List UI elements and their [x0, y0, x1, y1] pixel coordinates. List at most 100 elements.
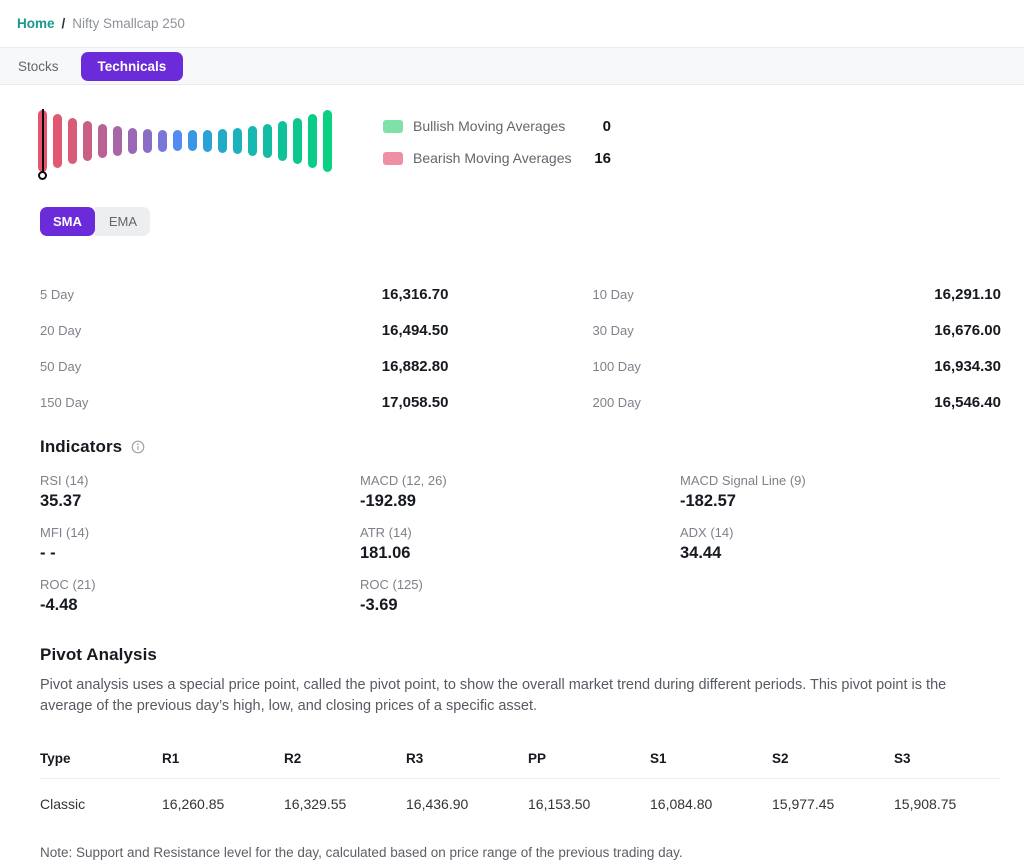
ma-label: 30 Day [592, 322, 634, 338]
ma-label: 10 Day [592, 286, 634, 302]
indicator-label: MACD Signal Line (9) [680, 473, 806, 488]
gauge-bar [98, 123, 107, 159]
indicators-header: Indicators [40, 437, 1001, 457]
gauge-bar [188, 130, 197, 152]
gauge-bar [263, 123, 272, 159]
indicators-title: Indicators [40, 437, 123, 456]
ma-value: 16,934.30 [934, 357, 1001, 375]
indicator-roc-21: ROC (21) -4.48 [40, 577, 360, 615]
breadcrumb-home-link[interactable]: Home [17, 16, 55, 31]
indicator-label: MFI (14) [40, 525, 90, 540]
pivot-cell-r2: 16,329.55 [284, 796, 347, 813]
gauge-bar [233, 127, 242, 155]
ma-label: 50 Day [40, 358, 82, 374]
pivot-col-r2: R2 [284, 751, 302, 767]
pivot-cell-s2: 15,977.45 [772, 796, 835, 813]
main-content: Bullish Moving Averages 0 Bearish Moving… [0, 103, 1024, 860]
breadcrumb: Home / Nifty Smallcap 250 [0, 0, 1024, 48]
ma-value: 17,058.50 [381, 393, 449, 411]
indicators-grid: RSI (14) 35.37 MACD (12, 26) -192.89 MAC… [40, 473, 1001, 615]
indicator-value: -3.69 [360, 596, 398, 614]
indicator-value: 35.37 [40, 492, 82, 510]
legend-row-bullish: Bullish Moving Averages 0 [383, 117, 611, 135]
gauge-bar [323, 110, 332, 172]
moving-average-gauge-section: Bullish Moving Averages 0 Bearish Moving… [38, 103, 1001, 185]
bullish-label: Bullish Moving Averages [413, 118, 566, 134]
gauge-bar [293, 117, 302, 165]
ma-row-50-day: 50 Day 16,882.80 [40, 348, 449, 384]
pivot-table-header: Type R1 R2 R3 PP S1 S2 S3 [40, 751, 1001, 780]
gauge-bar [113, 125, 122, 157]
indicator-adx: ADX (14) 34.44 [680, 525, 1000, 563]
gauge-bar [68, 117, 77, 165]
indicator-macd-signal: MACD Signal Line (9) -182.57 [680, 473, 1000, 511]
pivot-cell-s3: 15,908.75 [894, 796, 957, 813]
info-icon[interactable] [131, 440, 145, 454]
indicator-rsi: RSI (14) 35.37 [40, 473, 360, 511]
ma-row-200-day: 200 Day 16,546.40 [593, 384, 1002, 420]
bearish-count: 16 [594, 149, 611, 167]
legend-row-bearish: Bearish Moving Averages 16 [383, 149, 611, 167]
gauge-bar [218, 129, 227, 153]
indicator-label: ROC (125) [360, 577, 423, 592]
indicator-value: 34.44 [680, 544, 722, 562]
gauge-bar [158, 130, 167, 152]
bearish-swatch-icon [383, 151, 403, 165]
ma-row-20-day: 20 Day 16,494.50 [40, 312, 449, 348]
pivot-cell-r3: 16,436.90 [406, 796, 469, 813]
ma-value: 16,291.10 [934, 285, 1001, 303]
ma-value: 16,676.00 [934, 321, 1001, 339]
tab-bar: Stocks Technicals [0, 48, 1024, 85]
indicator-roc-125: ROC (125) -3.69 [360, 577, 680, 615]
moving-averages-grid: 5 Day 16,316.70 10 Day 16,291.10 20 Day … [40, 276, 1001, 420]
pivot-cell-pp: 16,153.50 [528, 796, 591, 813]
gauge-bar [248, 125, 257, 157]
gauge-needle [41, 109, 44, 172]
ma-type-toggle: SMA EMA [40, 207, 1001, 236]
gauge-bar [83, 120, 92, 162]
ma-value: 16,494.50 [381, 321, 449, 339]
indicator-macd: MACD (12, 26) -192.89 [360, 473, 680, 511]
pivot-cell-s1: 16,084.80 [650, 796, 713, 813]
ma-label: 5 Day [40, 286, 74, 302]
indicator-label: ADX (14) [680, 525, 734, 540]
pivot-col-r1: R1 [162, 751, 180, 767]
indicator-value: - - [40, 544, 56, 562]
tab-stocks[interactable]: Stocks [18, 58, 59, 74]
pivot-cell-r1: 16,260.85 [162, 796, 225, 813]
gauge-bar [173, 130, 182, 152]
ma-row-5-day: 5 Day 16,316.70 [40, 276, 449, 312]
ma-row-100-day: 100 Day 16,934.30 [593, 348, 1002, 384]
pivot-title: Pivot Analysis [40, 645, 157, 664]
indicator-atr: ATR (14) 181.06 [360, 525, 680, 563]
tab-technicals[interactable]: Technicals [80, 51, 184, 81]
bullish-count: 0 [602, 117, 611, 135]
indicator-value: -182.57 [680, 492, 736, 510]
pivot-note: Note: Support and Resistance level for t… [40, 845, 683, 861]
gauge-legend: Bullish Moving Averages 0 Bearish Moving… [383, 103, 611, 185]
ma-label: 100 Day [592, 358, 641, 374]
gauge-bar [278, 120, 287, 162]
indicator-label: MACD (12, 26) [360, 473, 447, 488]
ma-value: 16,316.70 [381, 285, 449, 303]
ma-value: 16,546.40 [934, 393, 1001, 411]
pivot-col-pp: PP [528, 751, 547, 767]
pivot-header: Pivot Analysis [40, 645, 1001, 665]
sma-toggle-button[interactable]: SMA [40, 207, 95, 236]
ma-label: 200 Day [592, 394, 641, 410]
indicator-label: ROC (21) [40, 577, 96, 592]
ma-row-30-day: 30 Day 16,676.00 [593, 312, 1002, 348]
gauge-bar [53, 114, 62, 168]
gauge-bar [203, 130, 212, 152]
gauge-bar [308, 114, 317, 168]
ma-label: 150 Day [40, 394, 89, 410]
ma-row-150-day: 150 Day 17,058.50 [40, 384, 449, 420]
pivot-table: Type R1 R2 R3 PP S1 S2 S3 Classic 16,260… [40, 751, 1001, 812]
ema-toggle-button[interactable]: EMA [94, 207, 151, 236]
pivot-col-s2: S2 [772, 751, 789, 767]
breadcrumb-current: Nifty Smallcap 250 [72, 16, 185, 31]
indicator-value: -4.48 [40, 596, 78, 614]
ma-value: 16,882.80 [381, 357, 449, 375]
gauge-bar [128, 127, 137, 155]
pivot-table-row-classic: Classic 16,260.85 16,329.55 16,436.90 16… [40, 779, 1001, 812]
